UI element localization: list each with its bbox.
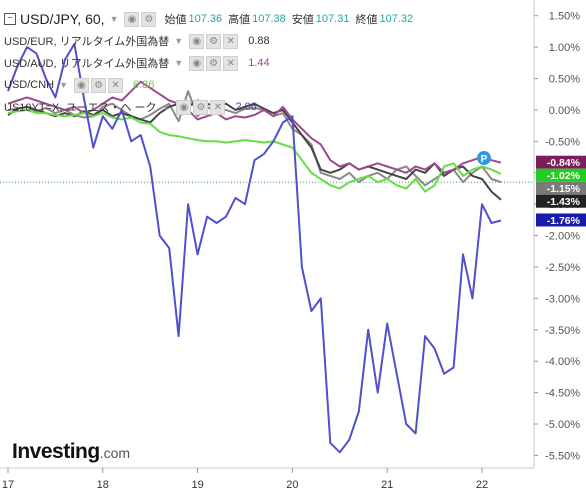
eye-icon[interactable]: ◉ [189, 55, 205, 71]
series-line-usd-aud[interactable] [7, 80, 502, 174]
legend-main-row: − USD/JPY, 60, ▼ ◉ ⚙ 始値 107.36 高値 107.38… [4, 8, 413, 30]
chevron-down-icon[interactable]: ▼ [109, 14, 119, 24]
overlay-value: 2.06 [235, 101, 257, 113]
series-end-label: -1.15% [547, 183, 581, 195]
ohlc-high-value: 107.38 [252, 13, 286, 25]
event-marker-circle[interactable] [477, 151, 491, 165]
collapse-icon[interactable]: − [4, 13, 16, 25]
ohlc-open-label: 始値 [164, 14, 187, 26]
event-marker[interactable]: P [477, 151, 491, 165]
ohlc-close-label: 終値 [355, 14, 378, 26]
x-tick-label: 20 [286, 479, 298, 491]
close-icon[interactable]: ✕ [223, 55, 239, 71]
y-tick-label: 1.50% [549, 11, 580, 23]
x-tick-label: 18 [97, 479, 109, 491]
y-tick-label: 1.00% [549, 42, 580, 54]
ohlc-open-value: 107.36 [188, 13, 223, 25]
series-line-usd-eur[interactable] [7, 99, 502, 201]
overlay-value: 0.88 [248, 35, 270, 47]
ohlc-low-label: 安値 [291, 14, 314, 26]
series-end-label-bg [536, 213, 586, 227]
eye-icon[interactable]: ◉ [189, 33, 205, 49]
y-tick-label: -5.00% [545, 419, 580, 431]
series-end-label: -0.84% [547, 157, 581, 169]
gear-icon[interactable]: ⚙ [206, 55, 222, 71]
chart-legend: − USD/JPY, 60, ▼ ◉ ⚙ 始値 107.36 高値 107.38… [4, 8, 413, 118]
x-tick-label: 22 [476, 479, 488, 491]
eye-icon[interactable]: ◉ [124, 11, 140, 27]
y-tick-label: -2.50% [545, 262, 580, 274]
chevron-down-icon[interactable]: ▼ [174, 36, 184, 46]
y-tick-label: -5.50% [545, 450, 580, 462]
legend-overlay-row: USD/CNH ▼ ◉ ⚙ ✕ 6.86 [4, 74, 413, 96]
close-icon[interactable]: ✕ [223, 33, 239, 49]
series-end-labels: -0.84%-1.02%-1.15%-1.43% -1.76% [536, 155, 586, 227]
series-end-label: -1.76% [547, 215, 581, 227]
y-tick-label: 0.00% [549, 105, 580, 117]
y-tick-label: -2.00% [545, 231, 580, 243]
series-end-label: -1.02% [547, 170, 581, 182]
legend-overlay-row: USD/AUD, リアルタイム外国為替 ▼ ◉ ⚙ ✕ 1.44 [4, 52, 413, 74]
y-tick-label: -3.00% [545, 293, 580, 305]
y-tick-label: -0.50% [545, 136, 580, 148]
investing-logo: Investing.com [12, 440, 130, 464]
event-marker-label: P [481, 154, 488, 165]
y-tick-label: -4.00% [545, 356, 580, 368]
overlay-symbol: US10YT=X, ユーエス・ヘ ーク [4, 102, 157, 114]
close-icon[interactable]: ✕ [108, 77, 124, 93]
legend-overlay-row: US10YT=X, ユーエス・ヘ ーク ▼ ◉ ⚙ ✕ 2.06 [4, 96, 413, 118]
chevron-down-icon[interactable]: ▼ [161, 102, 171, 112]
chevron-down-icon[interactable]: ▼ [174, 58, 184, 68]
chevron-down-icon[interactable]: ▼ [59, 80, 69, 90]
logo-suffix: .com [99, 445, 131, 461]
overlay-value: 6.86 [133, 79, 155, 91]
x-axis: 17 18 19 20 21 22 [2, 468, 488, 491]
gear-icon[interactable]: ⚙ [141, 11, 157, 27]
logo-text: Investing [12, 440, 100, 463]
plot-area[interactable] [0, 43, 534, 454]
ohlc-close-value: 107.32 [379, 13, 414, 25]
x-tick-label: 21 [381, 479, 393, 491]
series-end-label-bg [536, 181, 586, 195]
gear-icon[interactable]: ⚙ [206, 33, 222, 49]
y-axis: 1.50%1.00%0.50%0.00%-0.50%-1.00%-1.50%-2… [534, 11, 580, 462]
close-icon[interactable]: ✕ [210, 99, 226, 115]
series-end-label: -1.43% [547, 196, 581, 208]
series-line-usd-cnh[interactable] [7, 108, 502, 193]
y-tick-label: 0.50% [549, 74, 580, 86]
series-line-us10yt-x[interactable] [7, 43, 502, 454]
x-tick-label: 17 [2, 479, 14, 491]
ohlc-low-value: 107.31 [315, 13, 350, 25]
series-line-usd-jpy[interactable] [7, 90, 502, 187]
gear-icon[interactable]: ⚙ [193, 99, 209, 115]
ohlc-high-label: 高値 [228, 14, 251, 26]
overlay-symbol: USD/EUR, リアルタイム外国為替 [4, 36, 170, 48]
gear-icon[interactable]: ⚙ [91, 77, 107, 93]
eye-icon[interactable]: ◉ [74, 77, 90, 93]
y-tick-label: -4.50% [545, 388, 580, 400]
overlay-value: 1.44 [248, 57, 270, 69]
main-symbol-title: USD/JPY, 60, [20, 11, 105, 27]
series-end-label-bg [536, 194, 586, 208]
series-end-label-bg [536, 155, 586, 169]
legend-overlay-row: USD/EUR, リアルタイム外国為替 ▼ ◉ ⚙ ✕ 0.88 [4, 30, 413, 52]
series-end-label-bg [536, 168, 586, 182]
y-tick-label: -3.50% [545, 325, 580, 337]
overlay-symbol: USD/CNH [4, 79, 55, 91]
x-tick-label: 19 [191, 479, 203, 491]
overlay-symbol: USD/AUD, リアルタイム外国為替 [4, 58, 170, 70]
eye-icon[interactable]: ◉ [176, 99, 192, 115]
